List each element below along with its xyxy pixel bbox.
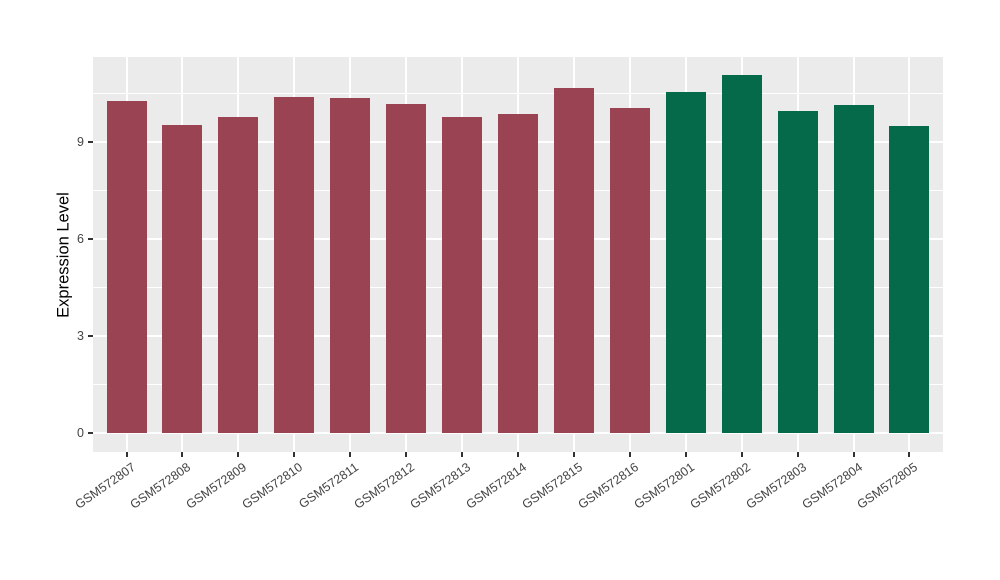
x-tick-mark: [293, 452, 296, 457]
y-tick-label: 6: [77, 231, 84, 246]
y-tick-label: 3: [77, 329, 84, 344]
bar-GSM572808: [162, 124, 203, 434]
bar-GSM572807: [106, 100, 147, 434]
x-tick-label: GSM572805: [854, 460, 921, 512]
x-tick-mark: [740, 452, 743, 457]
bar-GSM572815: [553, 88, 594, 434]
x-tick-mark: [405, 452, 408, 457]
bar-GSM572805: [889, 125, 930, 434]
bar-GSM572812: [386, 103, 427, 434]
x-tick-mark: [852, 452, 855, 457]
bar-GSM572801: [665, 91, 706, 434]
x-tick-label: GSM572812: [351, 460, 418, 512]
x-tick-label: GSM572803: [743, 460, 809, 512]
bar-GSM572810: [274, 96, 315, 434]
x-tick-mark: [572, 452, 575, 457]
bar-GSM572809: [218, 116, 259, 434]
x-tick-mark: [684, 452, 687, 457]
y-axis-title: Expression Level: [54, 191, 73, 318]
bar-GSM572802: [721, 74, 762, 434]
x-tick-label: GSM572810: [239, 460, 306, 512]
x-tick-label: GSM572802: [687, 460, 753, 512]
x-tick-label: GSM572815: [519, 460, 585, 512]
y-tick-mark: [88, 237, 93, 240]
x-tick-mark: [125, 452, 128, 457]
x-tick-mark: [796, 452, 799, 457]
x-tick-mark: [237, 452, 240, 457]
plot-panel: [93, 57, 943, 452]
x-tick-mark: [628, 452, 631, 457]
x-tick-label: GSM572816: [575, 460, 641, 512]
bar-GSM572813: [442, 116, 483, 434]
y-tick-mark: [88, 335, 93, 338]
bar-GSM572814: [498, 113, 538, 434]
x-tick-label: GSM572813: [407, 460, 474, 512]
bar-GSM572811: [330, 97, 371, 434]
y-tick-mark: [88, 140, 93, 143]
y-tick-label: 0: [77, 426, 84, 441]
y-tick-mark: [88, 432, 93, 435]
x-tick-mark: [461, 452, 464, 457]
x-tick-label: GSM572809: [183, 460, 250, 512]
x-tick-label: GSM572811: [296, 460, 362, 512]
bar-GSM572803: [777, 111, 818, 434]
x-tick-label: GSM572801: [631, 460, 697, 512]
x-tick-label: GSM572808: [127, 460, 194, 512]
x-tick-label: GSM572804: [799, 460, 865, 512]
bar-GSM572816: [609, 107, 650, 434]
x-tick-label: GSM572807: [72, 460, 138, 512]
x-tick-mark: [517, 452, 519, 457]
y-tick-label: 9: [77, 134, 84, 149]
x-tick-label: GSM572814: [463, 460, 530, 512]
bar-GSM572804: [833, 104, 874, 434]
x-tick-mark: [349, 452, 352, 457]
x-tick-mark: [908, 452, 911, 457]
x-tick-mark: [181, 452, 184, 457]
